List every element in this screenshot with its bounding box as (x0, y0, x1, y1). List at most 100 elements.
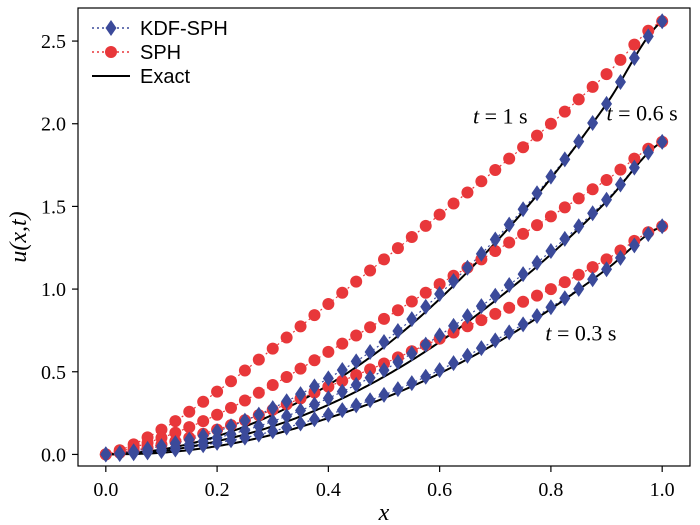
marker-sph-1 (336, 286, 349, 299)
marker-sph-0_6 (405, 295, 418, 308)
marker-kdf-sph-0_6 (531, 254, 543, 271)
marker-sph-1 (433, 208, 446, 221)
marker-kdf-sph-0_3 (628, 237, 640, 254)
marker-kdf-sph-0_3 (545, 299, 557, 316)
marker-sph-1 (308, 309, 321, 322)
marker-sph-0_6 (433, 278, 446, 291)
marker-sph-0_6 (531, 219, 543, 232)
marker-kdf-sph-1 (308, 378, 320, 395)
marker-sph-0_6 (322, 345, 335, 358)
marker-sph-1 (544, 117, 557, 130)
marker-kdf-sph-1 (573, 133, 585, 150)
marker-sph-0_6 (419, 286, 432, 299)
marker-sph-1 (405, 231, 418, 243)
marker-kdf-sph-0_3 (392, 381, 404, 398)
marker-kdf-sph-0_3 (128, 445, 140, 462)
marker-kdf-sph-0_3 (420, 368, 432, 385)
legend-label: SPH (140, 42, 181, 64)
curve-annotation: t = 1 s (473, 104, 528, 129)
marker-sph-0_3 (322, 380, 335, 393)
marker-kdf-sph-1 (295, 386, 307, 403)
marker-kdf-sph-0_6 (601, 191, 613, 208)
y-axis-title: u(x,t) (6, 211, 32, 262)
y-tick-label: 2.5 (41, 31, 66, 53)
marker-kdf-sph-0_3 (253, 426, 265, 443)
curve-annotation: t = 0.3 s (545, 320, 616, 345)
marker-sph-0_3 (517, 295, 530, 308)
marker-kdf-sph-0_3 (225, 432, 237, 449)
marker-kdf-sph-0_3 (183, 439, 195, 456)
legend-item-kdf-sph: KDF-SPH (92, 18, 228, 40)
x-tick-label: 0.2 (205, 479, 230, 501)
x-tick-label: 0.6 (427, 479, 452, 501)
marker-kdf-sph-0_3 (517, 316, 529, 333)
marker-sph-0_6 (391, 304, 404, 317)
marker-kdf-sph-1 (322, 370, 334, 387)
marker-kdf-sph-1 (336, 362, 348, 379)
marker-kdf-sph-0_3 (169, 441, 181, 458)
marker-kdf-sph-1 (489, 231, 501, 248)
plot-frame (77, 7, 691, 467)
marker-kdf-sph-0_6 (281, 408, 293, 425)
y-tick-label: 0.0 (41, 444, 66, 466)
marker-sph-1 (211, 385, 224, 398)
marker-kdf-sph-0_3 (378, 386, 390, 403)
marker-sph-1 (350, 275, 363, 288)
marker-sph-0_3 (336, 374, 349, 387)
marker-kdf-sph-0_3 (503, 324, 515, 341)
marker-sph-1 (238, 364, 251, 377)
marker-kdf-sph-1 (364, 344, 376, 361)
marker-kdf-sph-1 (517, 201, 529, 218)
marker-kdf-sph-0_3 (587, 271, 599, 288)
marker-kdf-sph-1 (545, 168, 557, 185)
marker-kdf-sph-0_3 (211, 434, 223, 451)
marker-kdf-sph-0_6 (322, 390, 334, 407)
marker-sph-0_3 (572, 268, 585, 281)
marker-kdf-sph-0_3 (281, 419, 293, 436)
marker-kdf-sph-1 (350, 353, 362, 370)
marker-kdf-sph-1 (503, 216, 515, 233)
marker-kdf-sph-0_6 (461, 308, 473, 325)
legend-item-sph: SPH (92, 42, 181, 64)
marker-sph-0_6 (280, 370, 293, 383)
marker-kdf-sph-0_6 (267, 413, 279, 430)
x-tick-label: 0.0 (93, 479, 118, 501)
marker-sph-1 (572, 93, 585, 106)
marker-sph-1 (586, 80, 599, 93)
marker-sph-1 (447, 197, 460, 210)
marker-sph-1 (183, 405, 196, 418)
marker-kdf-sph-0_3 (100, 446, 112, 463)
marker-kdf-sph-0_3 (531, 307, 543, 324)
marker-kdf-sph-1 (239, 412, 251, 429)
marker-kdf-sph-0_6 (434, 327, 446, 344)
marker-kdf-sph-1 (531, 185, 543, 202)
marker-kdf-sph-0_3 (336, 402, 348, 419)
marker-kdf-sph-1 (656, 13, 668, 30)
annotations: t = 1 s t = 0.6 s t = 0.3 s (473, 100, 678, 345)
marker-sph-1 (169, 415, 182, 428)
marker-kdf-sph-0_3 (142, 444, 154, 461)
marker-sph-0_6 (183, 421, 196, 434)
marker-kdf-sph-1 (601, 95, 613, 112)
marker-sph-0_6 (308, 354, 321, 367)
marker-kdf-sph-0_6 (336, 383, 348, 400)
marker-kdf-sph-1 (225, 418, 237, 435)
marker-sph-0_6 (503, 236, 516, 249)
marker-kdf-sph-0_6 (489, 287, 501, 304)
marker-sph-1 (503, 152, 516, 165)
annotation-value: = 0.3 s (551, 320, 616, 345)
marker-sph-1 (419, 219, 432, 232)
marker-sph-0_6 (586, 183, 599, 196)
marker-sph-1 (475, 175, 488, 188)
marker-kdf-sph-0_6 (475, 298, 487, 315)
marker-sph-1 (294, 320, 307, 333)
curve-annotation: t = 0.6 s (607, 100, 678, 125)
marker-sph-0_6 (350, 329, 363, 342)
x-tick-label: 0.4 (316, 479, 341, 501)
marker-sph-0_6 (211, 408, 224, 421)
marker-sph-1 (558, 105, 571, 118)
marker-kdf-sph-0_6 (628, 159, 640, 176)
marker-sph-0_6 (558, 201, 571, 214)
marker-kdf-sph-1 (448, 273, 460, 290)
